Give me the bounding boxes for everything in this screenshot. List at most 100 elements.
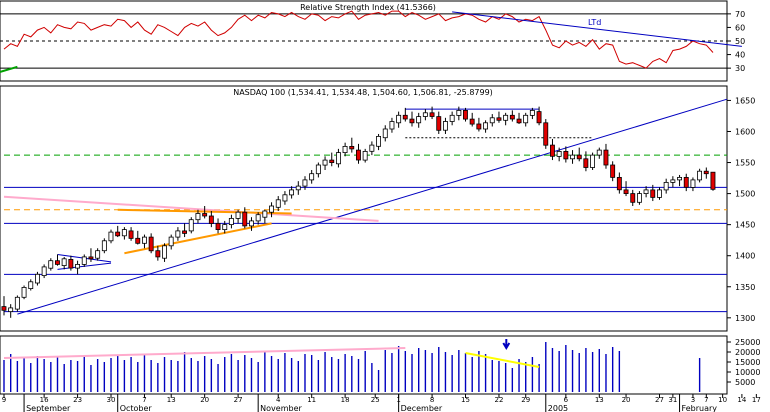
volume-frame: [0, 335, 728, 395]
rsi-tick-label: 50: [735, 37, 745, 46]
candle-up: [382, 128, 388, 139]
rsi-tick-label: 60: [735, 23, 745, 32]
date-day-label: 13: [167, 396, 176, 404]
candle-up: [295, 185, 301, 191]
volume-tick-label: 15000: [735, 358, 760, 367]
candle-up: [41, 266, 47, 276]
price-tick-label: 1650: [735, 96, 755, 105]
candle-up: [503, 114, 509, 121]
date-day-label: 9: [2, 396, 6, 404]
candle-up: [523, 114, 529, 124]
date-day-label: 20: [200, 396, 209, 404]
candle-down: [516, 118, 522, 124]
candle-down: [155, 250, 161, 258]
date-month-label: October: [120, 404, 153, 412]
candle-down: [355, 149, 361, 161]
candle-up: [269, 205, 274, 213]
candle-down: [623, 189, 629, 194]
candle-down: [650, 189, 656, 198]
price-tick-label: 1300: [735, 314, 755, 323]
price-tick-label: 1600: [735, 127, 755, 136]
price-title: NASDAQ 100 (1,534.41, 1,534.48, 1,504.60…: [233, 88, 493, 97]
candle-up: [141, 236, 147, 244]
candle-down: [402, 114, 408, 120]
candle-up: [289, 189, 294, 196]
candle-down: [496, 117, 502, 121]
candle-up: [61, 258, 67, 266]
candle-up: [596, 149, 602, 156]
rsi-axis: 30 40 50 60 70: [727, 10, 745, 73]
candle-down: [1, 306, 7, 311]
candle-up: [456, 110, 462, 116]
rsi-title: Relative Strength Index (41.5366): [300, 3, 436, 12]
date-day-label: 14: [737, 396, 746, 404]
candle-up: [442, 121, 448, 131]
candle-down: [436, 116, 442, 131]
date-day-label: 18: [341, 396, 350, 404]
price-panel: NASDAQ 100 (1,534.41, 1,534.48, 1,504.60…: [0, 85, 755, 332]
candle-up: [95, 250, 101, 259]
date-day-label: 27: [234, 396, 243, 404]
rsi-tick-label: 70: [735, 10, 745, 19]
candle-up: [162, 245, 167, 259]
rsi-tick-label: 30: [735, 64, 745, 73]
candle-up: [275, 199, 281, 208]
candle-up: [342, 145, 348, 153]
price-trendline-pink-resistance: [3, 195, 379, 222]
date-day-label: 7: [142, 396, 146, 404]
candle-up: [228, 217, 234, 225]
candle-down: [476, 123, 482, 130]
candle-down: [543, 122, 549, 146]
candle-down: [128, 230, 134, 239]
candle-up: [670, 179, 676, 183]
date-day-label: 29: [521, 396, 530, 404]
candle-up: [35, 273, 40, 284]
candle-up: [483, 122, 488, 130]
candle-up: [362, 150, 368, 161]
volume-tick-label: 5000: [735, 378, 755, 387]
candle-up: [570, 154, 575, 160]
date-day-label: 31: [668, 396, 677, 404]
price-content: [1, 98, 728, 318]
candle-up: [302, 179, 308, 187]
candle-down: [55, 260, 60, 265]
candle-down: [462, 110, 468, 120]
date-day-label: 16: [40, 396, 49, 404]
rsi-trendline-support-green: [0, 65, 18, 74]
candle-up: [222, 224, 228, 231]
candle-down: [215, 222, 221, 230]
date-day-label: 3: [691, 396, 695, 404]
candle-up: [255, 214, 261, 222]
price-frame: [0, 85, 728, 332]
price-tick-label: 1400: [735, 252, 755, 261]
candle-down: [208, 215, 214, 224]
candle-up: [75, 263, 80, 269]
candle-up: [28, 281, 34, 289]
candle-up: [529, 110, 535, 116]
candle-up: [335, 152, 341, 165]
candle-up: [643, 189, 649, 194]
candle-up: [369, 144, 375, 152]
candle-down: [550, 144, 555, 157]
price-tick-label: 1450: [735, 221, 755, 230]
candle-up: [108, 231, 114, 242]
date-month-label: 2005: [548, 404, 568, 412]
rsi-ltd-label: LTd: [588, 18, 601, 27]
date-day-label: 15: [461, 396, 470, 404]
candle-down: [409, 118, 415, 124]
candle-up: [235, 211, 241, 219]
candle-down: [710, 171, 716, 190]
date-month-label: December: [401, 404, 443, 412]
price-tick-label: 1550: [735, 159, 755, 168]
candle-up: [188, 219, 194, 232]
candle-down: [202, 213, 208, 217]
candle-down: [68, 258, 74, 269]
candle-up: [195, 213, 201, 221]
candle-down: [610, 164, 616, 178]
date-day-label: 30: [107, 396, 116, 404]
candle-up: [262, 210, 268, 218]
candle-down: [683, 176, 689, 188]
candle-up: [8, 307, 14, 312]
